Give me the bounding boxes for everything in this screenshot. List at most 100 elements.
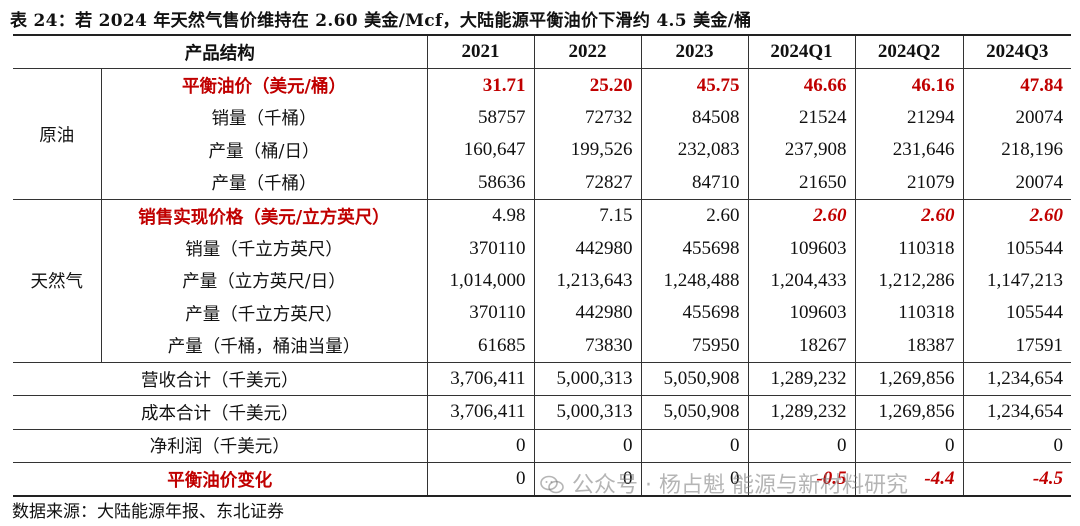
row-label: 成本合计（千美元）: [13, 395, 428, 430]
table-cell: 2.60: [854, 198, 964, 233]
table-cell: 0: [533, 428, 642, 463]
table-cell: -0.5: [747, 462, 856, 498]
table-cell: 20074: [962, 166, 1071, 200]
table-row: 产量（千桶） 58636 72827 84710 21650 21079 200…: [13, 166, 1071, 200]
table-cell: 20074: [962, 101, 1071, 135]
table-cell: 72732: [533, 101, 642, 135]
table-cell: 7.15: [533, 198, 642, 233]
header-year: 2024Q2: [854, 34, 964, 69]
header-year: 2021: [426, 34, 535, 69]
table-cell: 105544: [962, 297, 1071, 330]
table-cell: 0: [747, 428, 856, 463]
table-cell: 0: [640, 428, 749, 463]
table-row: 营收合计（千美元） 3,706,411 5,000,313 5,050,908 …: [13, 361, 1071, 396]
row-label: 平衡油价变化: [13, 462, 428, 498]
row-label: 销售实现价格（美元/立方英尺）: [100, 198, 428, 233]
table-cell: 0: [854, 428, 964, 463]
table-row: 产量（桶/日） 160,647 199,526 232,083 237,908 …: [13, 134, 1071, 167]
wechat-icon: [540, 475, 564, 494]
table-row: 天然气 销售实现价格（美元/立方英尺） 4.98 7.15 2.60 2.60 …: [13, 198, 1071, 363]
table-cell: 1,269,856: [854, 361, 964, 396]
table-cell: 160,647: [426, 134, 535, 167]
row-label: 产量（桶/日）: [101, 134, 428, 167]
table-cell: 5,000,313: [533, 361, 642, 396]
source-note: 数据来源：大陆能源年报、东北证券: [12, 502, 284, 522]
table-cell: 0: [962, 428, 1071, 463]
table-cell: 58636: [426, 166, 535, 200]
table-row: 产量（立方英尺/日） 1,014,000 1,213,643 1,248,488…: [13, 264, 1071, 298]
table-cell: 370110: [426, 232, 535, 265]
table-row: 产量（千桶，桶油当量） 61685 73830 75950 18267 1838…: [13, 329, 1071, 363]
header-year: 2023: [640, 34, 749, 69]
row-label: 平衡油价（美元/桶）: [100, 68, 428, 102]
table-row: 产量（千立方英尺） 370110 442980 455698 109603 11…: [13, 297, 1071, 330]
table-cell: 442980: [533, 232, 642, 265]
table-cell: 31.71: [426, 68, 535, 102]
table-cell: 2.60: [962, 198, 1071, 233]
table-cell: -4.4: [854, 462, 964, 498]
row-label: 销量（千桶）: [101, 101, 428, 135]
table-cell: 84508: [640, 101, 749, 135]
header-label: 产品结构: [13, 34, 428, 69]
table-cell: 1,147,213: [962, 264, 1071, 298]
table-cell: 455698: [640, 232, 749, 265]
group-label-oil: 原油: [13, 68, 102, 200]
table-cell: 110318: [854, 297, 964, 330]
header-year: 2024Q3: [962, 34, 1071, 69]
table-cell: 110318: [854, 232, 964, 265]
table-cell: 0: [640, 462, 749, 498]
table-cell: 199,526: [533, 134, 642, 167]
table-cell: 21650: [747, 166, 856, 200]
table-cell: 21079: [854, 166, 964, 200]
table-cell: 1,289,232: [747, 361, 856, 396]
watermark: 公众号 · 杨占魁 能源与新材料研究: [540, 467, 908, 499]
table-cell: 5,050,908: [640, 395, 749, 430]
table-row: 原油 平衡油价（美元/桶） 31.71 25.20 45.75 46.66 46…: [13, 68, 1071, 200]
table-cell: 4.98: [426, 198, 535, 233]
table-cell: 25.20: [533, 68, 642, 102]
header-row: 产品结构 2021 2022 2023 2024Q1 2024Q2 2024Q3: [13, 34, 1071, 69]
row-label: 销量（千立方英尺）: [101, 232, 428, 265]
table-cell: 18267: [747, 329, 856, 363]
table-cell: 5,050,908: [640, 361, 749, 396]
row-label: 产量（千立方英尺）: [101, 297, 428, 330]
table-cell: 1,234,654: [962, 395, 1071, 430]
table-cell: 1,212,286: [854, 264, 964, 298]
table-cell: 1,213,643: [533, 264, 642, 298]
table-cell: 1,269,856: [854, 395, 964, 430]
table-cell: 0: [426, 462, 535, 498]
table-row: 销量（千立方英尺） 370110 442980 455698 109603 11…: [13, 232, 1071, 265]
table-cell: -4.5: [962, 462, 1071, 498]
table-cell: 5,000,313: [533, 395, 642, 430]
watermark-text: 公众号 · 杨占魁 能源与新材料研究: [572, 473, 908, 498]
table-row: 成本合计（千美元） 3,706,411 5,000,313 5,050,908 …: [13, 395, 1071, 430]
table-row: 销量（千桶） 58757 72732 84508 21524 21294 200…: [13, 101, 1071, 135]
header-year: 2022: [533, 34, 642, 69]
table-cell: 3,706,411: [426, 361, 535, 396]
table-cell: 237,908: [747, 134, 856, 167]
table-cell: 1,234,654: [962, 361, 1071, 396]
table-cell: 58757: [426, 101, 535, 135]
table-cell: 455698: [640, 297, 749, 330]
table-cell: 72827: [533, 166, 642, 200]
table-cell: 46.16: [854, 68, 964, 102]
table-cell: 2.60: [640, 198, 749, 233]
header-year: 2024Q1: [747, 34, 856, 69]
table-cell: 109603: [747, 297, 856, 330]
table-cell: 17591: [962, 329, 1071, 363]
table-cell: 3,706,411: [426, 395, 535, 430]
table-cell: 21524: [747, 101, 856, 135]
row-label: 产量（千桶）: [101, 166, 428, 200]
table-cell: 1,248,488: [640, 264, 749, 298]
row-label: 产量（立方英尺/日）: [101, 264, 428, 298]
table-cell: 231,646: [854, 134, 964, 167]
table-cell: 1,289,232: [747, 395, 856, 430]
table-cell: 61685: [426, 329, 535, 363]
table-cell: 109603: [747, 232, 856, 265]
row-label: 营收合计（千美元）: [13, 361, 428, 396]
table-cell: 442980: [533, 297, 642, 330]
table-cell: 18387: [854, 329, 964, 363]
table-cell: 45.75: [640, 68, 749, 102]
table-cell: 218,196: [962, 134, 1071, 167]
group-label-gas: 天然气: [13, 198, 102, 363]
